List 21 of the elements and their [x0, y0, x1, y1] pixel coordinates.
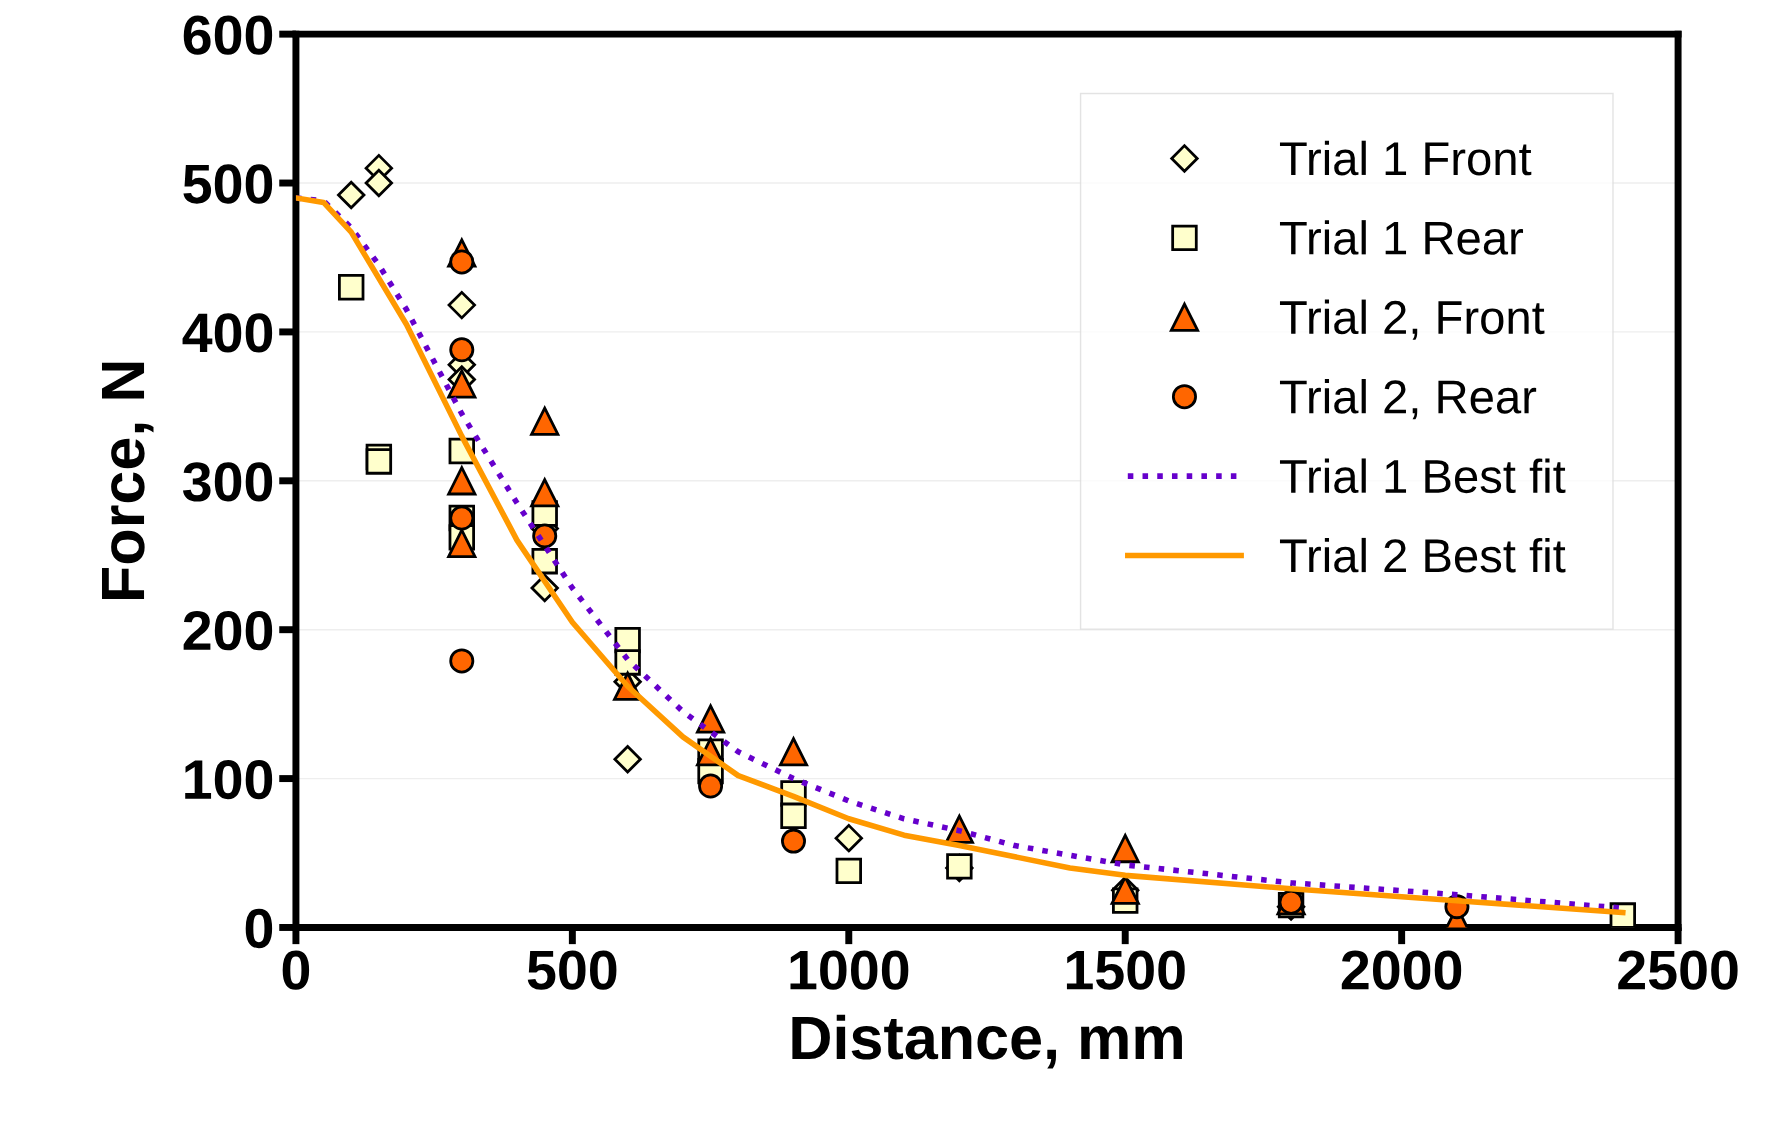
x-tick-label: 1500 — [1066, 950, 1185, 990]
legend-label: Trial 2, Front — [1279, 299, 1545, 340]
y-tick-label: 300 — [182, 462, 273, 502]
y-tick-label: 0 — [245, 908, 273, 949]
y-tick-label: 600 — [183, 15, 273, 55]
y-tick-label: 400 — [182, 313, 273, 353]
x-tick-label: 500 — [527, 950, 617, 990]
y-tick-label: 500 — [183, 164, 273, 204]
y-tick-label: 200 — [183, 611, 273, 651]
x-tick-label: 1000 — [790, 950, 909, 990]
x-tick-label: 0 — [282, 950, 310, 990]
legend-label: Trial 1 Rear — [1279, 220, 1524, 255]
legend-label: Trial 1 Front — [1279, 140, 1532, 176]
legend-label: Trial 2 Best fit — [1279, 537, 1566, 573]
x-tick-label: 2500 — [1618, 950, 1738, 990]
legend-label: Trial 2, Rear — [1279, 379, 1537, 420]
y-tick-label: 100 — [185, 759, 273, 800]
y-axis-title: Force, N — [101, 362, 154, 599]
legend-label: Trial 1 Best fit — [1279, 458, 1566, 494]
x-tick-label: 2000 — [1341, 950, 1462, 990]
x-axis-title: Distance, mm — [792, 1014, 1182, 1069]
